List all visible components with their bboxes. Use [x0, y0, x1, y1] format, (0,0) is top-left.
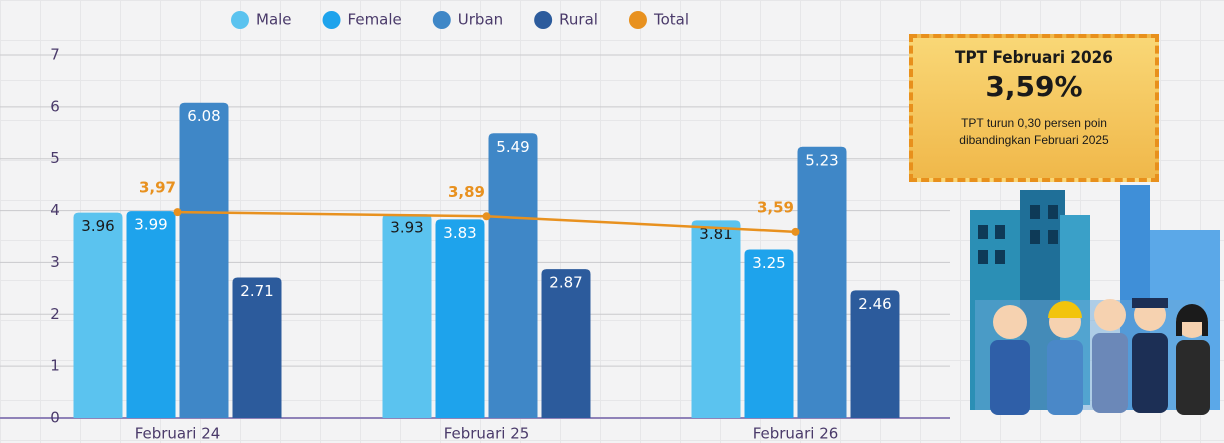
total-point [791, 227, 800, 236]
bar [73, 212, 123, 418]
bar-value-label: 5.49 [496, 138, 529, 156]
total-value-label: 3,59 [757, 198, 794, 216]
y-tick-label: 5 [50, 149, 60, 167]
bar [488, 133, 538, 418]
bar [126, 211, 176, 418]
callout-text: TPT turun 0,30 persen poin dibandingkan … [959, 116, 1109, 147]
illustration [970, 185, 1220, 415]
y-tick-label: 7 [50, 46, 60, 64]
bar [435, 219, 485, 418]
y-tick-label: 4 [50, 201, 60, 219]
bar [232, 277, 282, 418]
legend-label: Total [653, 11, 689, 29]
bar [691, 220, 741, 418]
y-tick-label: 6 [50, 97, 60, 115]
total-point [173, 208, 182, 217]
legend-label: Urban [458, 11, 503, 29]
legend-swatch [231, 11, 249, 29]
y-tick-label: 2 [50, 305, 60, 323]
total-value-label: 3,97 [139, 179, 176, 197]
bar-value-label: 6.08 [187, 107, 220, 125]
bar [541, 269, 591, 418]
callout-value: 3,59% [985, 70, 1083, 103]
legend-label: Male [256, 11, 292, 29]
bar-value-label: 3.99 [134, 216, 167, 234]
bar-value-label: 5.23 [805, 151, 838, 169]
callout-title: TPT Februari 2026 [955, 48, 1113, 68]
bar-value-label: 3.96 [81, 217, 114, 235]
legend-label: Rural [559, 11, 598, 29]
legend-swatch [534, 11, 553, 29]
bar [744, 249, 794, 418]
bar [382, 214, 432, 418]
legend-label: Female [348, 11, 402, 29]
y-tick-label: 3 [50, 253, 60, 271]
y-tick-label: 1 [50, 357, 60, 375]
x-tick-label: Februari 24 [135, 425, 221, 443]
bar-value-label: 3.25 [752, 254, 785, 272]
bar-value-label: 2.46 [858, 295, 891, 313]
bar [179, 102, 229, 419]
legend-swatch [322, 11, 341, 29]
bar-value-label: 3.83 [443, 224, 476, 242]
legend-swatch [432, 11, 451, 29]
bar-value-label: 2.71 [240, 282, 273, 300]
total-point [482, 212, 491, 221]
bar-value-label: 2.87 [549, 274, 582, 292]
x-tick-label: Februari 26 [753, 425, 839, 443]
bar [797, 146, 847, 418]
callout: TPT Februari 2026 3,59% TPT turun 0,30 p… [909, 34, 1159, 182]
bar [850, 290, 900, 418]
x-tick-label: Februari 25 [444, 425, 530, 443]
bar-value-label: 3.93 [390, 219, 423, 237]
total-value-label: 3,89 [448, 183, 485, 201]
y-tick-label: 0 [50, 409, 60, 427]
legend-swatch [628, 11, 647, 29]
